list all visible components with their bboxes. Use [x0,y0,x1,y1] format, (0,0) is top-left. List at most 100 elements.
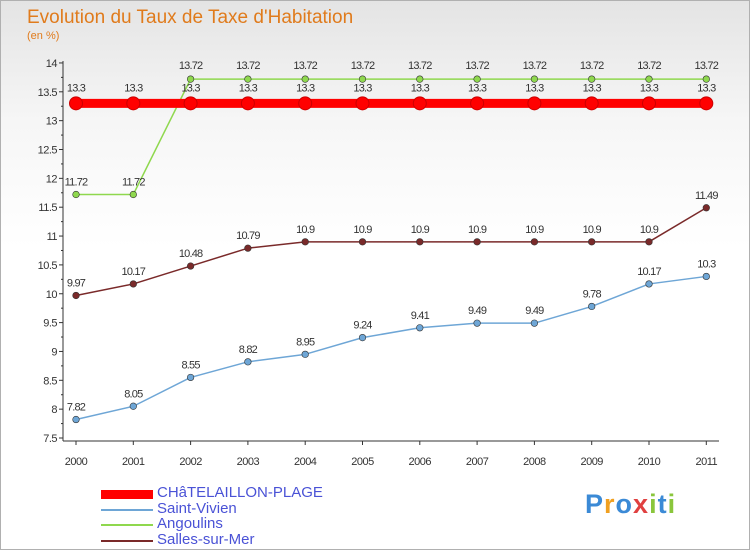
data-point-chatelaillon [584,96,599,111]
logo-letter: x [633,489,650,519]
data-label-chatelaillon: 13.3 [411,82,430,94]
data-point-salles-sur-mer [72,291,80,300]
series-line-angoulins [76,78,707,196]
y-tick-label: 13 [46,116,58,128]
data-label-chatelaillon: 13.3 [697,82,716,94]
data-label-saint-vivien: 10.3 [697,258,716,270]
x-tick-label: 2008 [523,456,546,468]
data-label-saint-vivien: 8.05 [124,388,143,400]
data-label-chatelaillon: 13.3 [525,82,544,94]
chart-title: Evolution du Taux de Taxe d'Habitation [27,7,354,28]
data-point-angoulins [301,75,309,83]
data-point-chatelaillon [355,96,370,111]
data-label-salles-sur-mer: 10.79 [236,230,260,242]
y-tick-label: 9.5 [43,318,57,330]
data-point-chatelaillon [240,96,255,111]
x-tick-label: 2000 [65,456,88,468]
data-point-saint-vivien [645,280,653,288]
data-label-chatelaillon: 13.3 [181,82,200,94]
data-point-chatelaillon [527,96,542,111]
data-point-angoulins [244,75,252,83]
y-tick-label: 11 [47,231,58,243]
data-point-chatelaillon [126,96,141,111]
data-label-saint-vivien: 8.82 [239,344,258,356]
legend-swatch-saint-vivien [101,509,153,511]
data-label-saint-vivien: 9.24 [353,320,372,332]
x-tick-label: 2002 [179,456,202,468]
data-point-angoulins [187,75,195,83]
chart-unit-label: (en %) [27,30,60,42]
data-point-salles-sur-mer [358,238,367,246]
y-tick-label: 10.5 [38,260,58,272]
data-label-salles-sur-mer: 11.49 [695,190,718,202]
data-label-chatelaillon: 13.3 [124,82,143,94]
data-label-angoulins: 11.72 [65,177,88,189]
x-tick-label: 2001 [122,456,145,468]
data-point-saint-vivien [530,319,539,327]
data-label-chatelaillon: 13.3 [67,82,86,94]
data-label-angoulins: 13.72 [351,60,375,72]
data-point-chatelaillon [642,96,656,111]
data-label-angoulins: 13.72 [523,60,547,72]
data-point-salles-sur-mer [129,280,137,288]
data-label-salles-sur-mer: 10.9 [583,224,602,236]
data-label-salles-sur-mer: 10.9 [353,224,372,236]
data-label-salles-sur-mer: 10.17 [122,266,146,278]
legend-label-salles-sur-mer: Salles-sur-Mer [157,531,255,548]
data-point-angoulins [473,75,481,83]
data-label-salles-sur-mer: 10.9 [411,224,430,236]
y-tick-label: 11.5 [38,202,57,214]
data-point-chatelaillon [298,96,313,111]
data-point-salles-sur-mer [416,238,424,246]
legend-label-chatelaillon: CHâTELAILLON-PLAGE [157,484,323,501]
data-point-saint-vivien [702,272,710,281]
legend-swatch-salles-sur-mer [101,540,153,542]
data-label-angoulins: 13.72 [465,60,489,72]
x-tick-label: 2003 [237,456,260,468]
data-point-salles-sur-mer [187,262,195,270]
y-tick-label: 12 [46,173,58,185]
data-point-chatelaillon [412,96,427,111]
data-label-saint-vivien: 10.17 [637,266,661,278]
y-tick-label: 10 [46,289,58,301]
data-point-angoulins [530,75,539,83]
data-point-angoulins [129,190,137,199]
y-tick-label: 8.5 [43,375,57,387]
data-label-saint-vivien: 8.95 [296,336,315,348]
y-tick-label: 14 [46,58,58,70]
data-point-salles-sur-mer [301,238,309,246]
data-label-chatelaillon: 13.3 [583,82,602,94]
data-point-angoulins [72,190,80,199]
logo-letter: i [649,489,658,519]
legend-label-saint-vivien: Saint-Vivien [157,500,237,517]
data-label-salles-sur-mer: 10.9 [525,224,544,236]
data-point-angoulins [645,75,653,83]
data-point-salles-sur-mer [588,238,596,246]
data-point-chatelaillon [470,96,485,111]
data-label-saint-vivien: 7.82 [67,402,86,414]
x-tick-label: 2004 [294,456,317,468]
data-label-saint-vivien: 8.55 [181,359,200,371]
data-label-chatelaillon: 13.3 [640,82,659,94]
data-label-chatelaillon: 13.3 [353,82,372,94]
data-point-angoulins [588,75,596,83]
data-label-saint-vivien: 9.41 [411,310,430,322]
proxiti-logo: Proxiti [585,489,676,520]
data-point-salles-sur-mer [244,244,252,252]
data-point-salles-sur-mer [473,238,481,246]
x-tick-label: 2005 [351,456,374,468]
data-point-salles-sur-mer [645,238,653,246]
data-point-saint-vivien [129,402,137,410]
data-label-angoulins: 13.72 [580,60,604,72]
x-tick-label: 2007 [466,456,489,468]
data-label-angoulins: 13.72 [695,60,719,72]
data-point-saint-vivien [187,373,195,382]
data-point-chatelaillon [699,96,714,111]
logo-letter: i [667,489,677,519]
data-point-angoulins [416,75,424,83]
data-label-angoulins: 13.72 [236,60,260,72]
data-label-salles-sur-mer: 10.48 [179,248,203,260]
x-tick-label: 2006 [409,456,432,468]
